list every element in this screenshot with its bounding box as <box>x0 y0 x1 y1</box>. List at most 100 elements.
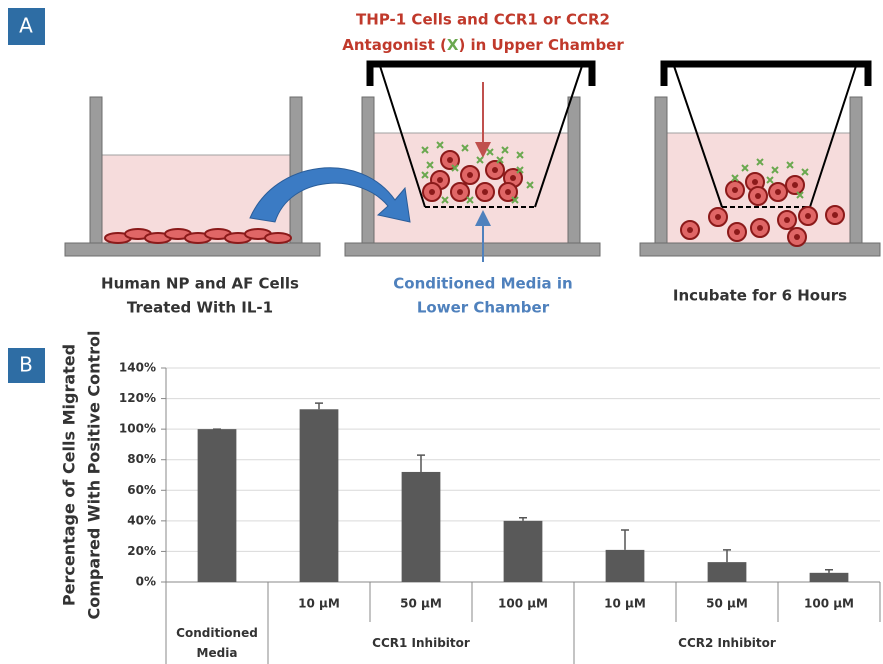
caption: Human NP and AF Cells <box>101 275 299 293</box>
nucleus <box>805 213 811 219</box>
y-tick-label: 0% <box>136 575 156 589</box>
error-bar <box>723 549 731 563</box>
error-bar <box>417 454 425 472</box>
caption-part: Antagonist ( <box>342 36 447 54</box>
nucleus <box>784 217 790 223</box>
nucleus <box>755 193 761 199</box>
y-tick-label: 140% <box>119 361 156 375</box>
antagonist <box>501 146 509 154</box>
bar <box>197 429 237 582</box>
antagonist <box>731 174 739 182</box>
antagonist <box>771 166 779 174</box>
antagonist <box>786 161 794 169</box>
antagonist <box>466 196 474 204</box>
nucleus <box>775 189 781 195</box>
nucleus <box>752 179 758 185</box>
antagonist <box>766 176 774 184</box>
caption: Conditioned Media in <box>393 275 572 293</box>
nucleus <box>734 229 740 235</box>
caption: Incubate for 6 Hours <box>673 287 847 305</box>
nucleus <box>492 167 498 173</box>
y-tick-label: 100% <box>119 422 156 436</box>
nucleus <box>505 189 511 195</box>
antagonist <box>526 181 534 189</box>
antagonist <box>756 158 764 166</box>
antagonist <box>436 141 444 149</box>
panel-label: B <box>19 353 33 377</box>
panel-label-box <box>8 348 45 383</box>
antagonist <box>516 151 524 159</box>
nucleus <box>832 212 838 218</box>
panel-label: A <box>19 14 33 38</box>
y-axis-label: Percentage of Cells Migrated <box>60 344 79 606</box>
y-tick-label: 80% <box>127 452 156 466</box>
group-label: CCR2 Inhibitor <box>678 636 776 650</box>
nucleus <box>429 189 435 195</box>
error-bar <box>621 529 629 550</box>
antagonist <box>421 171 429 179</box>
cell <box>264 232 292 244</box>
y-tick-label: 60% <box>127 483 156 497</box>
nucleus <box>437 177 443 183</box>
antagonist <box>516 166 524 174</box>
antagonist <box>801 168 809 176</box>
antagonist <box>451 164 459 172</box>
nucleus <box>447 157 453 163</box>
nucleus <box>794 234 800 240</box>
antagonist <box>511 196 519 204</box>
bar <box>809 572 849 582</box>
diagram <box>64 60 881 262</box>
x-tick-label: 50 µM <box>706 597 748 611</box>
error-bar <box>519 517 527 521</box>
y-axis-label: Compared With Positive Control <box>85 330 104 619</box>
caption: Antagonist (X) in Upper Chamber <box>342 36 624 54</box>
nucleus <box>467 172 473 178</box>
caption-part: X <box>447 36 459 54</box>
bar <box>299 409 339 582</box>
antagonist <box>741 164 749 172</box>
group-label: Conditioned Media <box>176 626 258 660</box>
nucleus <box>792 182 798 188</box>
wells <box>64 96 881 257</box>
bar <box>707 562 747 582</box>
antagonist <box>461 144 469 152</box>
nucleus <box>732 187 738 193</box>
x-tick-label: 100 µM <box>804 597 854 611</box>
caption-part: ) in Upper Chamber <box>458 36 624 54</box>
antagonist <box>496 156 504 164</box>
nucleus <box>482 189 488 195</box>
y-tick-label: 20% <box>127 544 156 558</box>
bar <box>401 471 441 582</box>
error-bar <box>315 402 323 410</box>
x-tick-label: 10 µM <box>298 597 340 611</box>
antagonist <box>441 196 449 204</box>
chart: Percentage of Cells Migrated Compared Wit… <box>60 330 881 664</box>
nucleus <box>715 214 721 220</box>
bar <box>503 520 543 582</box>
caption: THP-1 Cells and CCR1 or CCR2 <box>356 11 610 29</box>
nucleus <box>757 225 763 231</box>
antagonist <box>426 161 434 169</box>
error-bar <box>825 569 833 573</box>
caption: Treated With IL-1 <box>127 299 273 317</box>
antagonist <box>796 191 804 199</box>
y-tick-label: 120% <box>119 391 156 405</box>
bar <box>605 549 645 582</box>
antagonist <box>421 146 429 154</box>
inserts <box>366 60 872 208</box>
nucleus <box>457 189 463 195</box>
caption: Lower Chamber <box>417 299 550 317</box>
antagonist <box>486 148 494 156</box>
panel-label-box <box>8 8 45 45</box>
medium <box>373 132 569 244</box>
x-tick-label: 50 µM <box>400 597 442 611</box>
x-tick-label: 100 µM <box>498 597 548 611</box>
y-tick-label: 40% <box>127 513 156 527</box>
nucleus <box>510 175 516 181</box>
transfer-arrow <box>249 167 411 223</box>
nucleus <box>687 227 693 233</box>
x-tick-label: 10 µM <box>604 597 646 611</box>
group-label: CCR1 Inhibitor <box>372 636 470 650</box>
